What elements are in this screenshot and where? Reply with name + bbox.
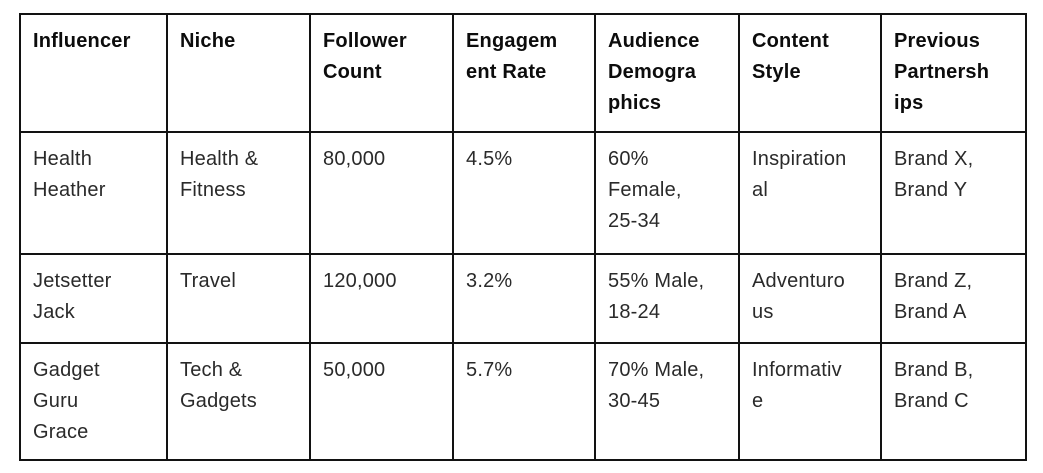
cell-previous-partnerships: Brand Z, Brand A <box>880 253 1027 344</box>
column-header-content-style: Content Style <box>738 13 882 133</box>
column-header-engagement-rate: Engagem ent Rate <box>452 13 596 133</box>
cell-audience-demographics: 55% Male, 18-24 <box>594 253 740 344</box>
cell-influencer: Gadget Guru Grace <box>19 342 168 461</box>
cell-follower-count: 50,000 <box>309 342 454 461</box>
cell-niche: Health & Fitness <box>166 131 311 255</box>
column-header-audience-demographics: Audience Demogra phics <box>594 13 740 133</box>
cell-engagement-rate: 5.7% <box>452 342 596 461</box>
cell-previous-partnerships: Brand X, Brand Y <box>880 131 1027 255</box>
table-row: Health Heather Health & Fitness 80,000 4… <box>19 131 1027 255</box>
cell-engagement-rate: 4.5% <box>452 131 596 255</box>
cell-niche: Travel <box>166 253 311 344</box>
cell-audience-demographics: 60% Female, 25-34 <box>594 131 740 255</box>
cell-influencer: Health Heather <box>19 131 168 255</box>
cell-engagement-rate: 3.2% <box>452 253 596 344</box>
cell-content-style: Informativ e <box>738 342 882 461</box>
column-header-follower-count: Follower Count <box>309 13 454 133</box>
table-row: Gadget Guru Grace Tech & Gadgets 50,000 … <box>19 342 1027 461</box>
cell-niche: Tech & Gadgets <box>166 342 311 461</box>
column-header-previous-partnerships: Previous Partnersh ips <box>880 13 1027 133</box>
influencer-comparison-table: Influencer Niche Follower Count Engagem … <box>19 13 1027 461</box>
cell-content-style: Inspiration al <box>738 131 882 255</box>
cell-content-style: Adventuro us <box>738 253 882 344</box>
table-header-row: Influencer Niche Follower Count Engagem … <box>19 13 1027 133</box>
cell-previous-partnerships: Brand B, Brand C <box>880 342 1027 461</box>
table-row: Jetsetter Jack Travel 120,000 3.2% 55% M… <box>19 253 1027 344</box>
cell-audience-demographics: 70% Male, 30-45 <box>594 342 740 461</box>
cell-follower-count: 80,000 <box>309 131 454 255</box>
cell-follower-count: 120,000 <box>309 253 454 344</box>
cell-influencer: Jetsetter Jack <box>19 253 168 344</box>
column-header-influencer: Influencer <box>19 13 168 133</box>
column-header-niche: Niche <box>166 13 311 133</box>
